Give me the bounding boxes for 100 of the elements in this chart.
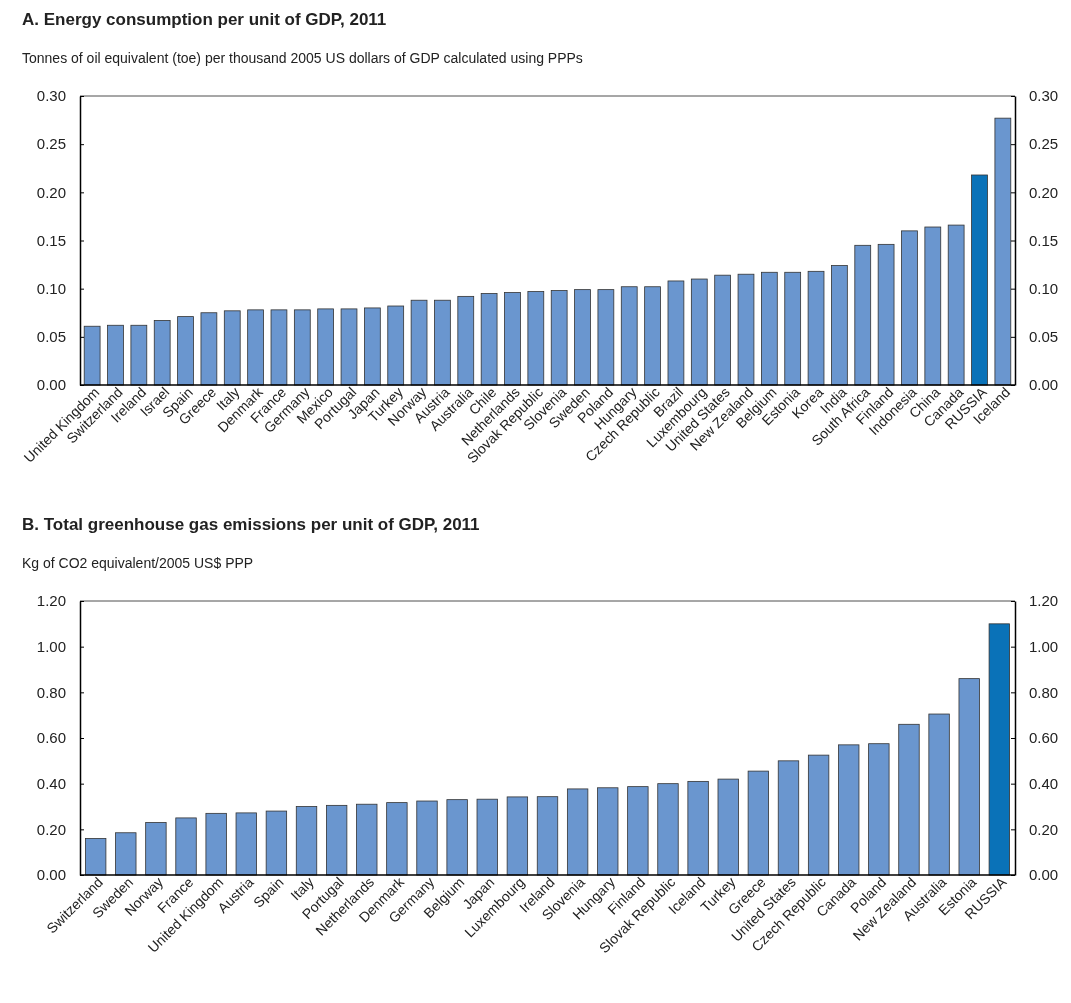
- bar: [550, 290, 568, 386]
- bar: [457, 295, 475, 386]
- bar: [657, 783, 679, 876]
- y-tick-label: 0.05: [36, 328, 66, 346]
- bar: [784, 271, 802, 386]
- bar: [177, 316, 194, 386]
- bar: [317, 308, 334, 386]
- y-tick-label: 0.15: [36, 231, 66, 249]
- bar: [235, 812, 257, 876]
- y2-tick-label: 0.40: [1029, 774, 1059, 792]
- chart-title: A. Energy consumption per unit of GDP, 2011: [22, 10, 387, 29]
- y2-tick-label: 0.00: [1029, 376, 1059, 394]
- bar: [761, 271, 778, 386]
- bar: [115, 832, 137, 876]
- bar: [971, 174, 988, 386]
- bar: [854, 244, 872, 386]
- bar: [924, 226, 942, 386]
- y-tick-label: 0.30: [36, 87, 66, 105]
- bar: [566, 788, 589, 876]
- bar: [356, 803, 378, 876]
- bar: [717, 778, 739, 876]
- bar: [85, 838, 107, 876]
- bar: [527, 291, 545, 386]
- bar: [153, 320, 171, 386]
- y2-tick-label: 0.10: [1029, 279, 1059, 297]
- chart-subtitle: Tonnes of oil equivalent (toe) per thousand 2005 US dollars of GDP calculated using PPPs: [22, 50, 583, 66]
- bar: [326, 804, 348, 876]
- y2-tick-label: 0.15: [1029, 231, 1059, 249]
- bar: [130, 324, 148, 386]
- bar: [627, 786, 649, 876]
- chart-subtitle: Kg of CO2 equivalent/2005 US$ PPP: [22, 555, 254, 571]
- bar: [223, 310, 241, 386]
- y2-tick-label: 0.05: [1029, 328, 1059, 346]
- bar: [838, 744, 860, 876]
- y-tick-label: 0.20: [36, 820, 66, 838]
- bar: [988, 623, 1010, 876]
- bar: [83, 325, 101, 386]
- bar: [295, 806, 318, 876]
- bar: [107, 324, 124, 386]
- y2-tick-label: 0.20: [1029, 183, 1059, 201]
- bar: [898, 723, 920, 876]
- y2-tick-label: 0.60: [1029, 729, 1059, 747]
- y2-tick-label: 1.20: [1029, 592, 1059, 610]
- y2-tick-label: 0.20: [1029, 820, 1059, 838]
- bar: [667, 280, 685, 386]
- bar: [737, 273, 755, 386]
- bar: [265, 810, 288, 876]
- bar: [364, 307, 381, 386]
- y-tick-label: 1.20: [36, 592, 66, 610]
- y2-tick-label: 0.30: [1029, 87, 1059, 105]
- bar: [831, 265, 848, 386]
- bar: [480, 293, 498, 386]
- bar: [270, 309, 288, 386]
- y2-tick-label: 0.00: [1029, 866, 1059, 884]
- bar: [777, 760, 800, 876]
- bar: [416, 800, 438, 876]
- bar: [247, 309, 264, 386]
- bar: [387, 305, 405, 386]
- bar: [868, 743, 890, 876]
- bar: [901, 230, 918, 386]
- bar: [476, 798, 498, 876]
- bar: [293, 309, 311, 386]
- bar: [205, 812, 227, 876]
- bar: [175, 817, 197, 876]
- y-tick-label: 0.80: [36, 683, 66, 701]
- bar: [747, 770, 769, 876]
- y-tick-label: 0.60: [36, 729, 66, 747]
- bar: [877, 243, 895, 386]
- bar: [506, 796, 529, 876]
- y-tick-label: 0.00: [36, 376, 66, 394]
- y-tick-label: 0.40: [36, 774, 66, 792]
- bar: [386, 802, 408, 876]
- bar: [574, 289, 591, 386]
- bar: [958, 678, 980, 876]
- y-tick-label: 0.25: [36, 135, 66, 153]
- bar: [446, 799, 468, 876]
- y2-tick-label: 0.80: [1029, 683, 1059, 701]
- bar: [644, 286, 661, 386]
- bar: [340, 308, 358, 386]
- bar: [597, 289, 615, 386]
- bar: [200, 312, 218, 386]
- y-tick-label: 0.20: [36, 183, 66, 201]
- bar: [687, 780, 709, 876]
- bar: [714, 274, 731, 386]
- bar: [504, 292, 521, 386]
- bar: [410, 299, 428, 386]
- bar: [597, 787, 619, 876]
- bar: [145, 822, 167, 876]
- bar: [807, 754, 830, 876]
- y-tick-label: 0.10: [36, 279, 66, 297]
- y2-tick-label: 0.25: [1029, 135, 1059, 153]
- y2-tick-label: 1.00: [1029, 637, 1059, 655]
- bar: [994, 117, 1012, 386]
- bar: [947, 224, 965, 386]
- bar: [690, 278, 708, 386]
- bar: [807, 270, 825, 386]
- y-tick-label: 1.00: [36, 637, 66, 655]
- bar: [536, 796, 559, 876]
- bar: [620, 286, 638, 386]
- bar: [928, 713, 950, 876]
